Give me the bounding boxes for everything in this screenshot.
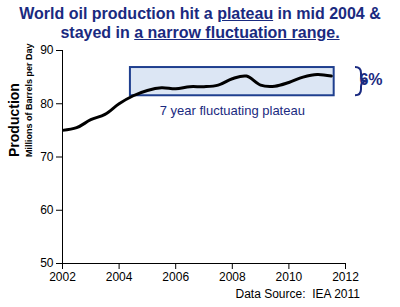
svg-text:50: 50 [40,256,54,270]
svg-text:6%: 6% [359,71,382,88]
svg-text:70: 70 [40,150,54,164]
svg-text:2002: 2002 [49,270,76,284]
svg-text:80: 80 [40,97,54,111]
svg-text:60: 60 [40,203,54,217]
svg-text:90: 90 [40,43,54,57]
svg-text:Production: Production [6,83,22,157]
svg-text:2012: 2012 [332,270,359,284]
svg-text:7 year fluctuating plateau: 7 year fluctuating plateau [160,103,305,118]
html-text:World oil production hit a pla: World oil production hit a plateau in mi… [19,5,381,41]
svg-text:2006: 2006 [162,270,189,284]
svg-text:Millions of Barrels per Day: Millions of Barrels per Day [24,43,34,157]
svg-text:2008: 2008 [219,270,246,284]
svg-text:2004: 2004 [106,270,133,284]
html-text:Data Source: IEA 2011: Data Source: IEA 2011 [235,287,360,301]
svg-text:2010: 2010 [276,270,303,284]
